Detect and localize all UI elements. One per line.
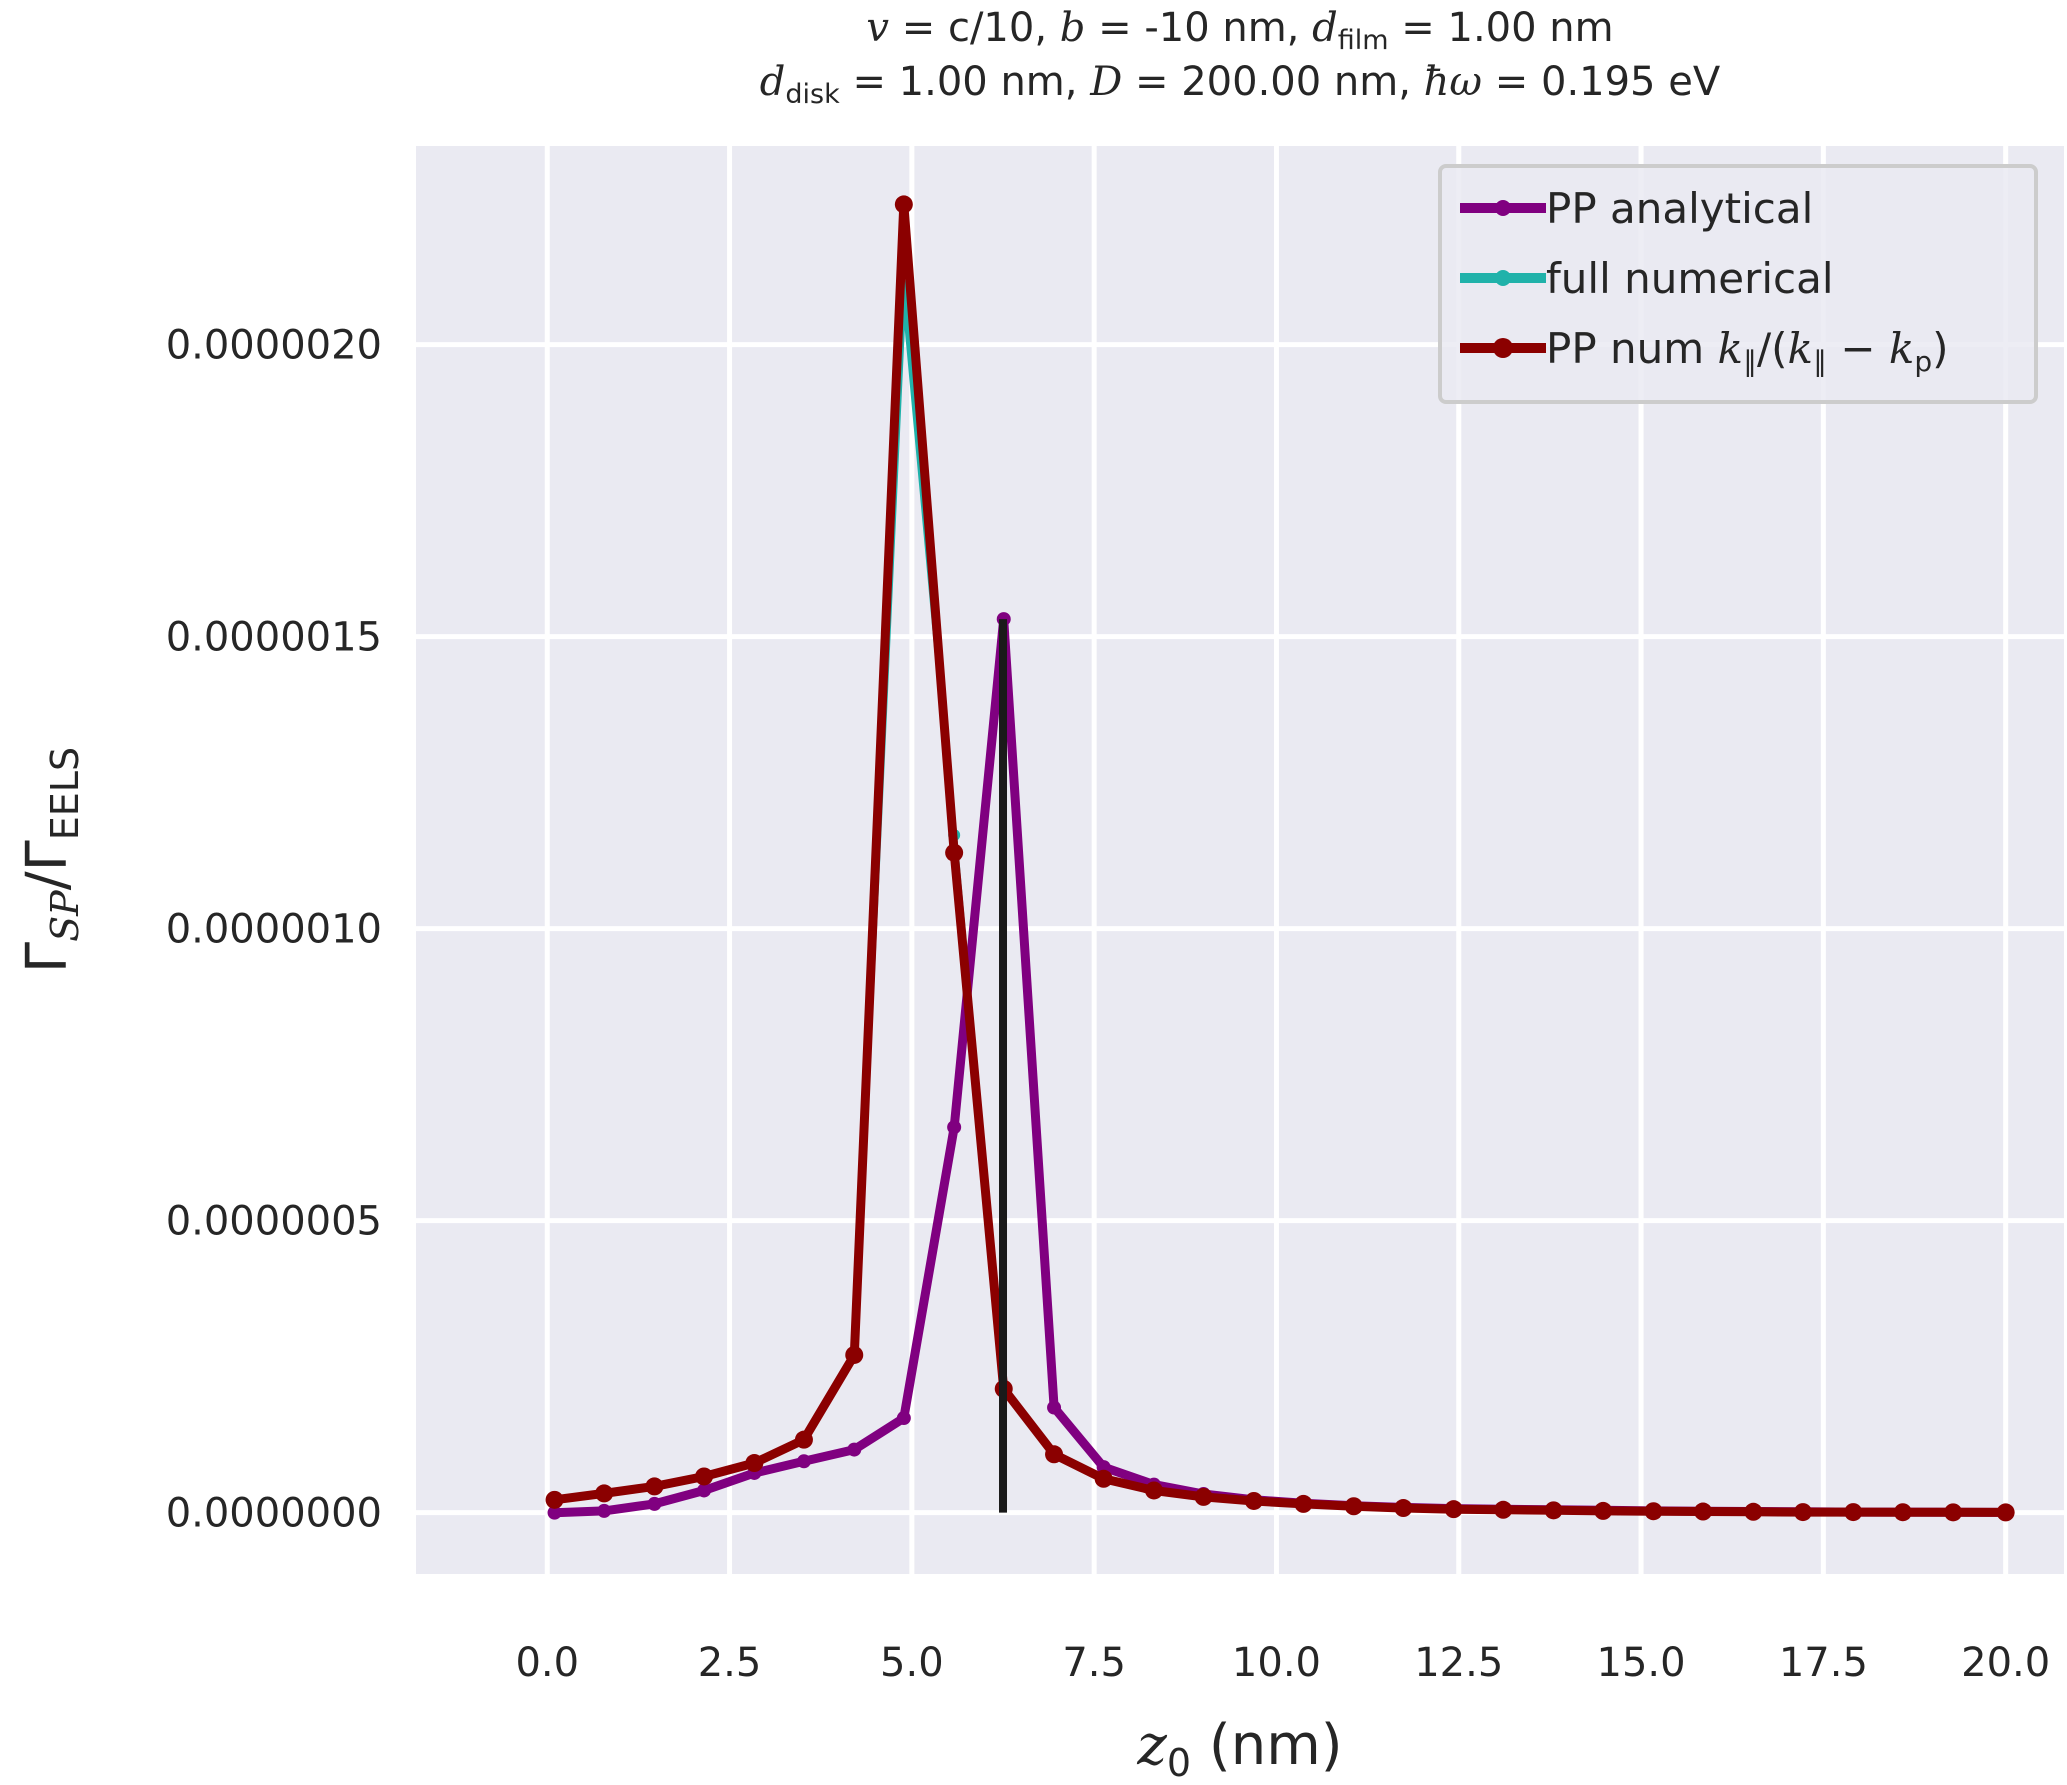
data-point [845,1345,864,1364]
chart-title-line-2: ddisk = 1.00 nm, D = 200.00 nm, ħω = 0.1… [759,59,1721,110]
x-tick-label: 2.5 [698,1640,762,1686]
data-point [645,1477,664,1496]
data-point [1644,1502,1663,1521]
data-point [595,1484,614,1503]
data-point [796,1454,811,1469]
data-point [1996,1503,2015,1522]
legend-entry-pp-analytical: PP analytical [1442,178,2034,238]
legend-swatch-full-numerical [1460,270,1546,286]
x-tick-label: 12.5 [1414,1640,1503,1686]
data-point [1344,1497,1363,1516]
y-tick-label: 0.0000005 [166,1199,382,1245]
x-tick-label: 10.0 [1232,1640,1321,1686]
data-point [1944,1503,1963,1522]
data-point [794,1430,813,1449]
data-point [597,1503,612,1518]
data-point [1244,1491,1263,1510]
x-axis-label: z0 (nm) [1137,1713,1343,1785]
legend-label-pp-analytical: PP analytical [1546,184,1814,233]
data-point [1045,1445,1064,1464]
data-point [545,1490,564,1509]
data-point [1294,1494,1313,1513]
data-point [1094,1469,1113,1488]
legend-entry-pp-num: PP num k∥/(k∥ − kp) [1442,318,2034,378]
x-tick-label: 7.5 [1062,1640,1126,1686]
data-point [697,1483,712,1498]
series-group [545,195,2015,1522]
data-point [1194,1487,1213,1506]
y-tick-label: 0.0000000 [166,1491,382,1537]
data-point [695,1467,714,1486]
legend-entry-full-numerical: full numerical [1442,248,2034,308]
data-point [1394,1499,1413,1518]
legend-swatch-pp-analytical [1460,200,1546,216]
data-point [1793,1503,1812,1522]
x-tick-label: 20.0 [1961,1640,2050,1686]
y-tick-label: 0.0000020 [166,323,382,369]
data-point [1494,1500,1513,1519]
data-point [647,1496,662,1511]
y-tick-labels: 0.0000000 0.0000005 0.0000010 0.0000015 0.00… [166,323,382,1537]
data-point [1144,1481,1163,1500]
data-point [1694,1502,1713,1521]
data-point [945,843,964,862]
data-point [745,1454,764,1473]
x-tick-label: 15.0 [1597,1640,1686,1686]
x-tick-labels: 0.0 2.5 5.0 7.5 10.0 12.5 15.0 17.5 20.0 [515,1640,2050,1686]
data-point [1893,1503,1912,1522]
data-point [1444,1500,1463,1519]
data-point [1047,1400,1062,1415]
data-point [1544,1501,1563,1520]
data-point [1744,1502,1763,1521]
chart-title-line-1: v = c/10, b = -10 nm, dfilm = 1.00 nm [866,5,1614,56]
y-tick-label: 0.0000010 [166,907,382,953]
data-point [896,1411,911,1426]
data-point [1594,1501,1613,1520]
data-point [947,1120,962,1135]
x-tick-label: 5.0 [880,1640,944,1686]
x-tick-label: 0.0 [515,1640,579,1686]
x-tick-label: 17.5 [1779,1640,1868,1686]
data-point [894,195,913,214]
legend-label-pp-num: PP num k∥/(k∥ − kp) [1546,324,1949,378]
legend-label-full-numerical: full numerical [1546,254,1834,303]
legend-swatch-pp-num [1460,338,1546,358]
y-tick-label: 0.0000015 [166,615,382,661]
legend: PP analytical full numerical PP num k∥/(… [1438,164,2038,404]
data-point [847,1442,862,1457]
data-point [1844,1503,1863,1522]
data-point [547,1505,562,1520]
